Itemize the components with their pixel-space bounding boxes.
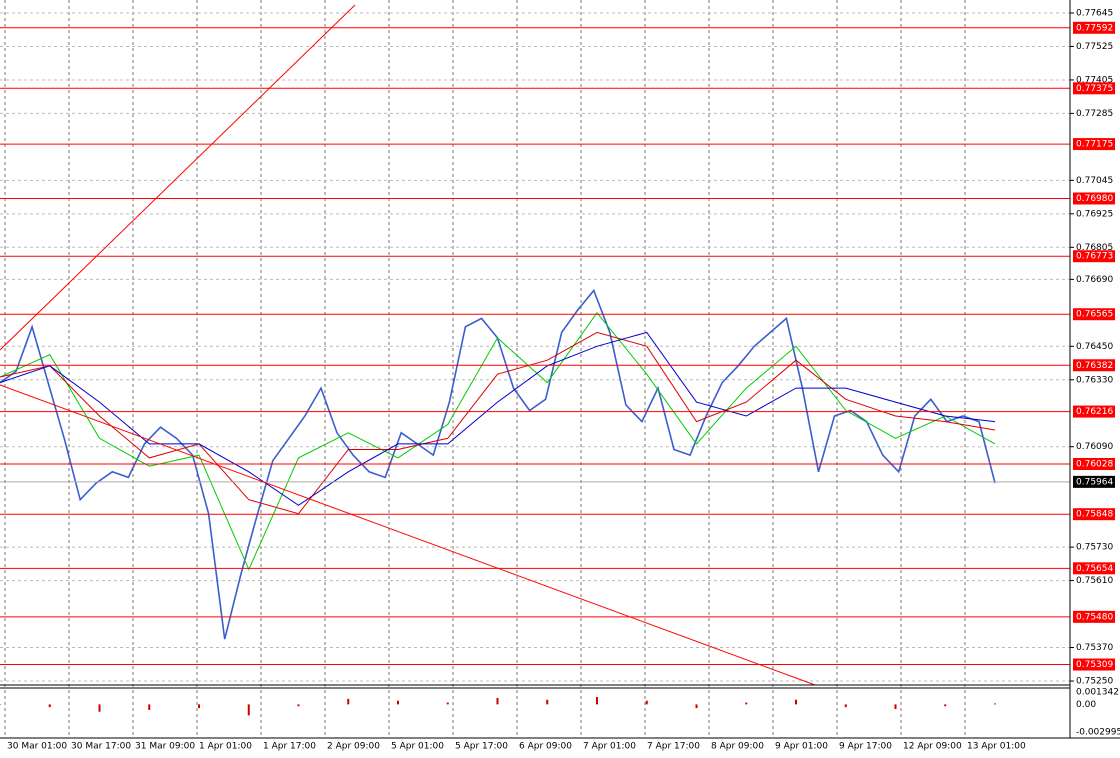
level-label: 0.76980 — [1076, 194, 1113, 204]
osc-bar — [247, 704, 250, 716]
osc-bar — [446, 702, 449, 705]
level-label-box — [1073, 250, 1115, 263]
level-label-box — [1073, 658, 1115, 671]
level-label-box — [1073, 508, 1115, 521]
x-tick-label: 7 Apr 17:00 — [647, 742, 700, 752]
y-tick-label: 0.77285 — [1076, 109, 1113, 119]
level-label-box — [1073, 458, 1115, 471]
x-tick-label: 9 Apr 17:00 — [839, 742, 892, 752]
osc-bar — [496, 697, 499, 705]
osc-bar — [98, 704, 101, 712]
moving-average — [0, 331, 996, 515]
x-tick-label: 9 Apr 01:00 — [775, 742, 828, 752]
x-tick-label: 30 Mar 17:00 — [71, 742, 131, 752]
y-tick-label: 0.77405 — [1076, 75, 1113, 85]
level-label-box — [1073, 82, 1115, 95]
level-label: 0.75654 — [1076, 564, 1113, 574]
osc-tick-label: -0.002995 — [1076, 728, 1120, 738]
level-label: 0.76028 — [1076, 460, 1113, 470]
osc-bar — [397, 700, 399, 705]
y-tick-label: 0.76450 — [1076, 342, 1113, 352]
x-tick-label: 13 Apr 01:00 — [967, 742, 1026, 752]
level-label: 0.77375 — [1076, 84, 1113, 94]
level-label-box — [1073, 138, 1115, 151]
osc-bar — [148, 704, 151, 710]
x-tick-label: 7 Apr 01:00 — [583, 742, 636, 752]
trend-line — [0, 384, 816, 686]
x-tick-label: 31 Mar 09:00 — [135, 742, 195, 752]
y-tick-label: 0.75730 — [1076, 543, 1113, 553]
x-tick-label: 30 Mar 01:00 — [7, 742, 67, 752]
x-tick-label: 5 Apr 17:00 — [455, 742, 508, 752]
osc-tick-label: 0.00 — [1076, 700, 1096, 710]
osc-bar — [48, 704, 51, 708]
osc-bar — [994, 703, 996, 705]
y-tick-label: 0.76330 — [1076, 375, 1113, 385]
level-label-box — [1073, 21, 1115, 34]
level-label: 0.76773 — [1076, 252, 1113, 262]
level-label-box — [1073, 610, 1115, 623]
y-tick-label: 0.75610 — [1076, 576, 1113, 586]
y-tick-label: 0.77645 — [1076, 9, 1113, 19]
osc-bar — [745, 702, 748, 705]
level-label-box — [1073, 562, 1115, 575]
y-tick-label: 0.76690 — [1076, 275, 1113, 285]
osc-bar — [198, 704, 200, 709]
osc-bar — [596, 696, 598, 705]
level-label: 0.75848 — [1076, 510, 1113, 520]
moving-average — [0, 331, 996, 506]
osc-bar — [347, 698, 350, 705]
osc-bar — [297, 704, 300, 707]
x-tick-label: 1 Apr 17:00 — [263, 742, 316, 752]
level-label-box — [1073, 192, 1115, 205]
osc-bar — [695, 704, 698, 709]
x-tick-label: 5 Apr 01:00 — [391, 742, 444, 752]
x-tick-label: 12 Apr 09:00 — [903, 742, 962, 752]
y-tick-label: 0.75250 — [1076, 677, 1113, 687]
y-tick-label: 0.75370 — [1076, 643, 1113, 653]
osc-bar — [0, 704, 1, 705]
level-label-box — [1073, 405, 1115, 418]
y-tick-label: 0.77045 — [1076, 176, 1113, 186]
x-tick-label: 2 Apr 09:00 — [327, 742, 380, 752]
level-label: 0.77592 — [1076, 23, 1113, 33]
current-price-box — [1073, 475, 1115, 488]
level-label-box — [1073, 359, 1115, 372]
level-label: 0.76565 — [1076, 310, 1113, 320]
osc-tick-label: 0.001342 — [1076, 688, 1119, 698]
osc-bar — [944, 704, 947, 707]
level-label-box — [1073, 308, 1115, 321]
level-label: 0.77175 — [1076, 140, 1113, 150]
level-label: 0.76216 — [1076, 407, 1113, 417]
trend-line — [0, 4, 356, 351]
y-tick-label: 0.76805 — [1076, 243, 1113, 253]
x-tick-label: 8 Apr 09:00 — [711, 742, 764, 752]
osc-bar — [645, 700, 648, 705]
x-tick-label: 1 Apr 01:00 — [199, 742, 252, 752]
level-label: 0.76382 — [1076, 361, 1113, 371]
moving-average — [0, 311, 996, 571]
x-tick-label: 6 Apr 09:00 — [519, 742, 572, 752]
osc-bar — [795, 699, 797, 705]
level-label: 0.75480 — [1076, 612, 1113, 622]
osc-bar — [894, 704, 897, 709]
y-tick-label: 0.76925 — [1076, 209, 1113, 219]
y-tick-label: 0.76090 — [1076, 442, 1113, 452]
current-price-label: 0.75964 — [1076, 477, 1113, 487]
y-tick-label: 0.77525 — [1076, 42, 1113, 52]
osc-bar — [546, 699, 549, 705]
level-label: 0.75309 — [1076, 660, 1113, 670]
osc-bar — [844, 704, 847, 708]
